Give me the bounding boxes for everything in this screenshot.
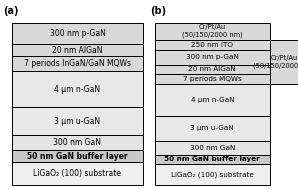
Bar — [155, 23, 270, 40]
Bar — [155, 164, 270, 185]
Bar — [12, 56, 143, 71]
Bar — [12, 150, 143, 162]
Text: 3 μm u-GaN: 3 μm u-GaN — [190, 125, 234, 131]
Bar — [12, 107, 143, 136]
Bar — [155, 115, 270, 141]
Bar — [155, 141, 270, 155]
Text: Cr/Pt/Au
(50/150/2000 nm): Cr/Pt/Au (50/150/2000 nm) — [182, 24, 243, 38]
Text: 7 periods MQWs: 7 periods MQWs — [183, 76, 242, 82]
Text: 250 nm ITO: 250 nm ITO — [191, 42, 233, 48]
Text: (b): (b) — [150, 6, 167, 16]
Text: LiGaO₂ (100) substrate: LiGaO₂ (100) substrate — [33, 169, 122, 178]
Bar — [12, 44, 143, 56]
Text: 50 nm GaN buffer layer: 50 nm GaN buffer layer — [164, 156, 260, 162]
Bar — [155, 74, 270, 84]
Text: 3 μm u-GaN: 3 μm u-GaN — [55, 117, 100, 126]
Text: 300 nm p-GaN: 300 nm p-GaN — [186, 54, 239, 60]
Text: 50 nm GaN buffer layer: 50 nm GaN buffer layer — [27, 152, 128, 161]
Text: 20 nm AlGaN: 20 nm AlGaN — [188, 67, 236, 73]
Bar — [12, 71, 143, 107]
Bar — [155, 65, 270, 74]
Bar — [155, 155, 270, 164]
Text: (a): (a) — [3, 6, 18, 16]
Text: LiGaO₂ (100) substrate: LiGaO₂ (100) substrate — [171, 171, 254, 178]
Text: 300 nm GaN: 300 nm GaN — [53, 138, 102, 147]
Bar — [155, 84, 270, 115]
Text: 300 nm p-GaN: 300 nm p-GaN — [49, 29, 105, 38]
Bar — [155, 40, 270, 50]
Text: 20 nm AlGaN: 20 nm AlGaN — [52, 46, 103, 55]
Text: 7 periods InGaN/GaN MQWs: 7 periods InGaN/GaN MQWs — [24, 59, 131, 68]
Text: 300 nm GaN: 300 nm GaN — [190, 145, 235, 151]
Text: Cr/Pt/Au
(50/150/2000 nm): Cr/Pt/Au (50/150/2000 nm) — [254, 55, 298, 69]
Bar — [155, 50, 270, 65]
Text: 4 μm n-GaN: 4 μm n-GaN — [55, 84, 100, 94]
Bar — [12, 162, 143, 185]
Bar — [12, 136, 143, 150]
Bar — [12, 23, 143, 44]
Text: 4 μm n-GaN: 4 μm n-GaN — [190, 97, 234, 103]
Bar — [270, 40, 298, 84]
